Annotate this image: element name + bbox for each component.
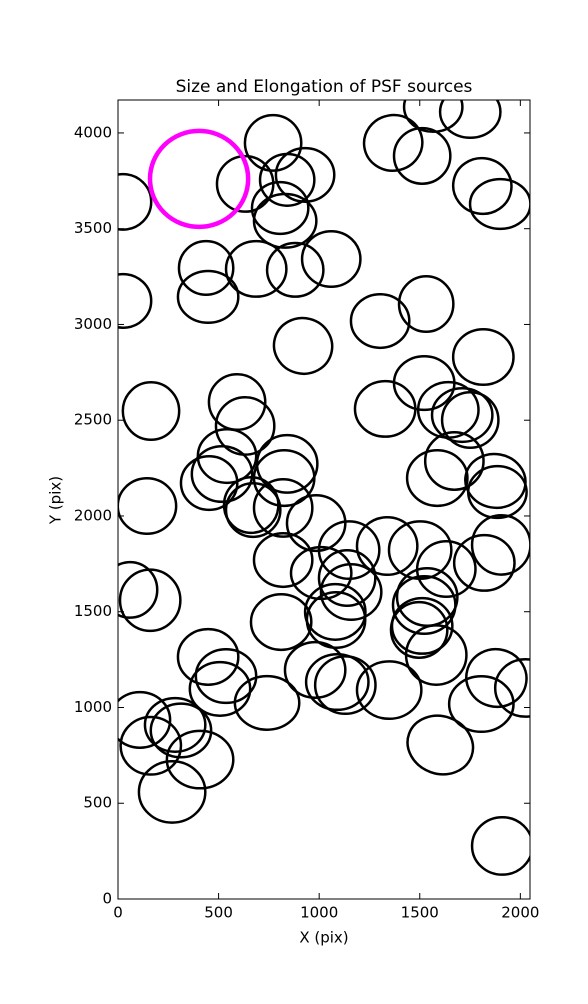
y-tick-label: 1000 xyxy=(74,698,112,716)
x-tick-label: 1500 xyxy=(401,904,439,922)
psf-ellipse xyxy=(392,126,452,185)
psf-ellipse xyxy=(118,690,172,749)
psf-ellipse xyxy=(283,640,347,699)
psf-ellipse xyxy=(440,391,500,450)
psf-ellipse xyxy=(465,647,528,709)
psf-ellipse xyxy=(438,100,502,139)
psf-ellipse xyxy=(188,660,252,717)
psf-ellipse xyxy=(397,274,455,333)
psf-ellipse xyxy=(119,715,183,776)
y-tick-label: 2500 xyxy=(74,411,112,429)
psf-ellipse xyxy=(243,113,303,172)
psf-ellipse xyxy=(317,549,377,608)
psf-ellipse xyxy=(118,568,182,633)
psf-ellipse xyxy=(423,431,485,491)
psf-ellipse xyxy=(252,477,314,538)
y-tick-label: 500 xyxy=(83,794,112,812)
y-tick-label: 3500 xyxy=(74,219,112,237)
psf-ellipse xyxy=(249,593,313,652)
psf-ellipse xyxy=(452,533,516,592)
psf-ellipse xyxy=(118,172,153,231)
x-axis-label: X (pix) xyxy=(299,929,348,947)
psf-ellipse xyxy=(406,714,475,776)
y-axis-label: Y (pix) xyxy=(47,476,65,525)
psf-ellipse xyxy=(304,652,370,712)
psf-ellipse xyxy=(222,476,280,535)
psf-ellipse xyxy=(391,575,457,636)
psf-ellipse xyxy=(137,760,207,824)
psf-ellipse xyxy=(121,381,181,441)
psf-ellipse xyxy=(272,316,334,376)
psf-ellipse xyxy=(402,100,464,134)
plot-area xyxy=(118,100,530,876)
x-tick-label: 500 xyxy=(204,904,233,922)
y-tick-label: 3000 xyxy=(74,315,112,333)
psf-ellipse xyxy=(319,562,383,622)
psf-ellipse xyxy=(177,239,235,297)
x-tick-label: 2000 xyxy=(501,904,539,922)
x-tick-label: 1000 xyxy=(300,904,338,922)
highlight-circle xyxy=(147,128,251,230)
y-tick-label: 1500 xyxy=(74,602,112,620)
psf-ellipse xyxy=(194,648,258,705)
psf-ellipse xyxy=(451,156,513,216)
psf-ellipse xyxy=(118,272,153,329)
chart-title: Size and Elongation of PSF sources xyxy=(176,77,473,97)
psf-ellipse xyxy=(430,386,494,444)
psf-ellipse xyxy=(190,445,254,504)
psf-ellipse xyxy=(233,674,301,731)
psf-ellipse xyxy=(468,177,530,231)
y-tick-label: 0 xyxy=(102,890,112,908)
psf-ellipse xyxy=(143,696,207,753)
psf-ellipse xyxy=(252,192,318,249)
psf-ellipse xyxy=(250,180,310,236)
psf-ellipse xyxy=(349,292,411,350)
psf-ellipse xyxy=(405,449,469,508)
psf-ellipse xyxy=(353,379,417,438)
psf-ellipse xyxy=(176,627,240,686)
psf-ellipse xyxy=(300,229,362,288)
y-tick-label: 2000 xyxy=(74,506,112,524)
psf-ellipse xyxy=(285,494,347,553)
psf-ellipse xyxy=(224,239,288,298)
psf-ellipse xyxy=(470,815,530,876)
psf-ellipse xyxy=(149,702,213,759)
psf-ellipse xyxy=(179,454,239,512)
psf-ellipse xyxy=(451,327,515,387)
psf-ellipse xyxy=(252,531,314,589)
psf-ellipse xyxy=(165,729,235,790)
psf-ellipse xyxy=(447,675,515,734)
psf-ellipse xyxy=(317,520,381,581)
psf-ellipse xyxy=(470,513,530,576)
psf-ellipse xyxy=(303,582,367,641)
psf-ellipse xyxy=(224,481,282,539)
psf-ellipse xyxy=(355,516,419,577)
psf-ellipse xyxy=(389,600,449,659)
x-tick-label: 0 xyxy=(113,904,123,922)
psf-ellipse xyxy=(493,657,530,718)
psf-ellipse xyxy=(305,590,367,649)
plot-frame xyxy=(117,99,531,900)
psf-ellipse xyxy=(265,241,325,298)
psf-ellipse xyxy=(118,477,178,536)
psf-ellipse xyxy=(355,660,423,721)
y-tick-label: 4000 xyxy=(74,123,112,141)
psf-ellipse xyxy=(466,464,528,520)
psf-ellipse xyxy=(404,624,468,686)
psf-ellipse xyxy=(313,655,377,716)
psf-ellipse xyxy=(176,269,240,324)
psf-ellipse xyxy=(118,560,159,619)
